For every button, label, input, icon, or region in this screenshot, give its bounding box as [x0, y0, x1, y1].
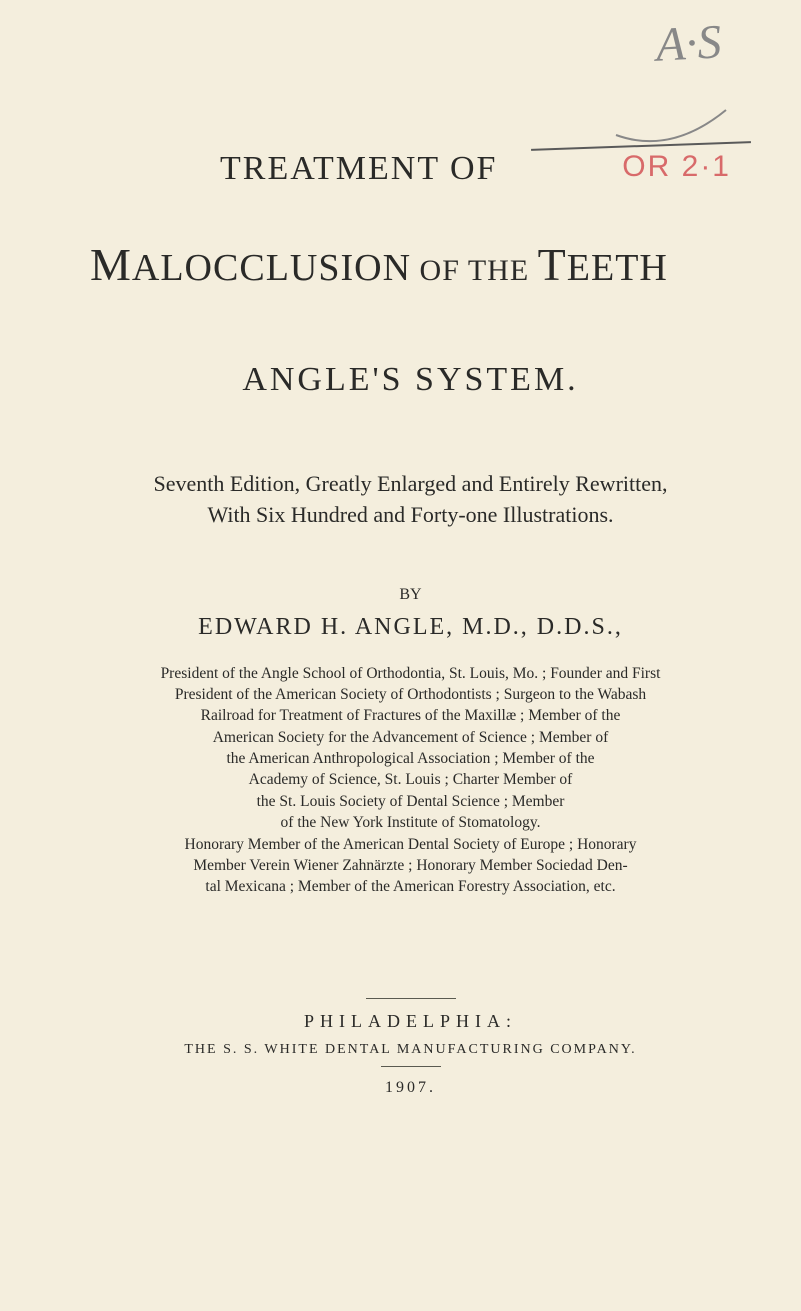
publisher-year: 1907.: [90, 1079, 731, 1097]
title-block: TREATMENT OF MALOCCLUSION OF THE TEETH A…: [90, 150, 731, 399]
publisher-name: THE S. S. WHITE DENTAL MANUFACTURING COM…: [90, 1042, 731, 1058]
cred-line: Railroad for Treatment of Fractures of t…: [100, 705, 721, 726]
byline: BY: [90, 586, 731, 604]
title-initial-m: M: [90, 239, 132, 290]
cred-line: American Society for the Advancement of …: [100, 727, 721, 748]
edition-line2: With Six Hundred and Forty-one Illustrat…: [110, 500, 711, 531]
rule-short: [381, 1066, 441, 1067]
edition-block: Seventh Edition, Greatly Enlarged and En…: [110, 469, 711, 531]
cred-line: Academy of Science, St. Louis ; Charter …: [100, 769, 721, 790]
subtitle: ANGLE'S SYSTEM.: [90, 361, 731, 399]
rule-short: [366, 998, 456, 999]
publisher-city: PHILADELPHIA:: [90, 1011, 731, 1032]
cred-line: President of the American Society of Ort…: [100, 684, 721, 705]
cred-line: of the New York Institute of Stomatology…: [100, 812, 721, 833]
main-title: MALOCCLUSION OF THE TEETH: [90, 238, 731, 291]
title-of-the: OF THE: [411, 254, 538, 287]
cred-line: the St. Louis Society of Dental Science …: [100, 791, 721, 812]
title-word-teeth: EETH: [567, 247, 668, 289]
red-stamp-annotation: OR 2·1: [622, 150, 731, 184]
author-name: EDWARD H. ANGLE, M.D., D.D.S.,: [90, 614, 731, 641]
title-initial-t: T: [538, 239, 567, 290]
title-page: TREATMENT OF MALOCCLUSION OF THE TEETH A…: [0, 0, 801, 1311]
cred-line: Honorary Member of the American Dental S…: [100, 834, 721, 855]
edition-line1: Seventh Edition, Greatly Enlarged and En…: [110, 469, 711, 500]
pencil-annotation: A·S: [655, 28, 722, 60]
cred-line: tal Mexicana ; Member of the American Fo…: [100, 876, 721, 897]
cred-line: Member Verein Wiener Zahnärzte ; Honorar…: [100, 855, 721, 876]
author-credentials: President of the Angle School of Orthodo…: [100, 663, 721, 898]
title-word-malocclusion: ALOCCLUSION: [132, 247, 411, 289]
cred-line: President of the Angle School of Orthodo…: [100, 663, 721, 684]
cred-line: the American Anthropological Association…: [100, 748, 721, 769]
